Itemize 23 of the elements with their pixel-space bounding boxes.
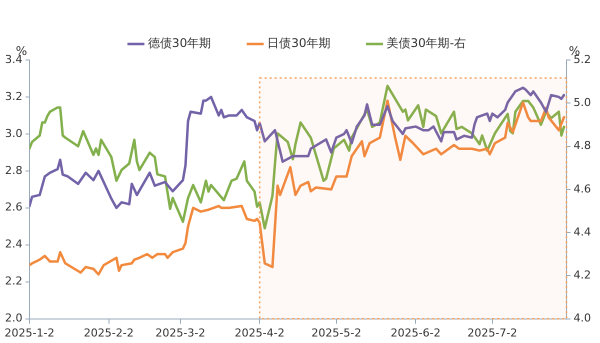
y-tick-label: 2.8: [4, 164, 22, 177]
y2-tick-label: 4.2: [574, 268, 592, 282]
y-tick-label: 2.4: [4, 238, 22, 251]
y-tick-label: 2.0: [4, 312, 22, 325]
legend-label: 美债30年期-右: [386, 36, 466, 50]
x-tick-label: 2025-5-2: [311, 326, 362, 340]
y-tick-label: 2.2: [4, 274, 22, 288]
y2-tick-label: 4.6: [574, 182, 592, 196]
x-tick-label: 2025-7-2: [467, 326, 518, 340]
y2-tick-label: 4.8: [574, 139, 592, 152]
y-tick-label: 3.0: [4, 126, 22, 140]
x-tick-label: 2025-3-2: [155, 326, 206, 340]
legend-label: 德债30年期: [148, 36, 212, 50]
x-tick-label: 2025-6-2: [390, 326, 441, 340]
y-tick-label: 3.2: [4, 90, 22, 103]
x-tick-label: 2025-4-2: [234, 326, 285, 340]
legend-label: 日债30年期: [267, 36, 330, 50]
y2-tick-label: 4.4: [574, 225, 592, 238]
y-tick-label: 2.6: [4, 200, 22, 214]
x-tick-label: 2025-1-2: [4, 326, 54, 340]
y2-tick-label: 4.0: [574, 312, 592, 325]
x-tick-label: 2025-2-2: [84, 326, 134, 340]
y2-tick-label: 5.0: [574, 96, 592, 109]
